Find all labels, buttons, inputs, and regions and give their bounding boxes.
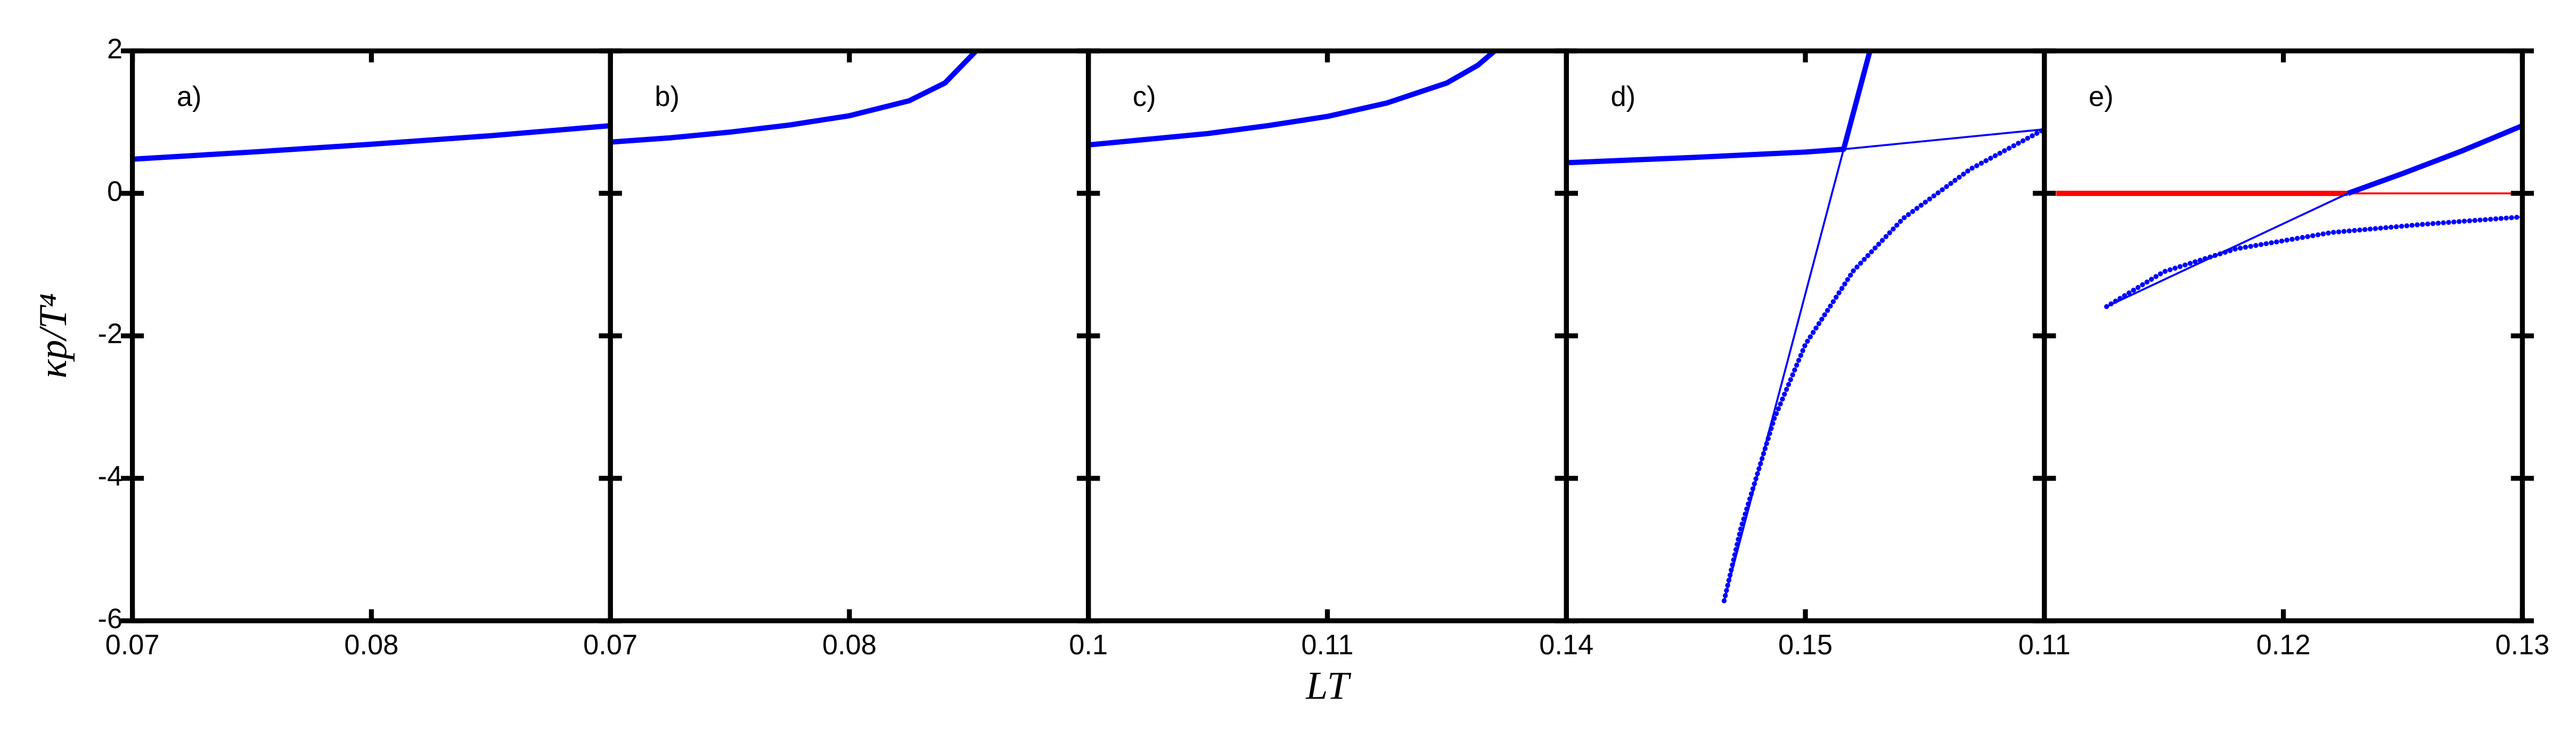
panel-label: a) bbox=[177, 82, 202, 112]
curve bbox=[2106, 192, 2349, 308]
x-axis-label: LT bbox=[1305, 664, 1352, 708]
panel-frame bbox=[129, 48, 613, 623]
panel-frame bbox=[2042, 48, 2525, 623]
x-tick-label: 0.15 bbox=[1778, 630, 1833, 661]
x-tick-label: 0.11 bbox=[1301, 630, 1353, 661]
x-tick-label: 0.12 bbox=[2256, 630, 2311, 661]
panel bbox=[610, 51, 978, 145]
panel-label: b) bbox=[655, 82, 680, 112]
panel-label: e) bbox=[2089, 82, 2114, 112]
curve bbox=[2104, 214, 2523, 310]
x-tick-label: 0.07 bbox=[105, 630, 160, 661]
panel-label: d) bbox=[1610, 82, 1635, 112]
panel-label: c) bbox=[1133, 82, 1156, 112]
panel bbox=[2056, 123, 2523, 310]
curve bbox=[2347, 123, 2523, 196]
y-tick-label: 0 bbox=[107, 176, 122, 207]
y-tick-label: 2 bbox=[107, 34, 122, 64]
curve bbox=[1721, 126, 2045, 604]
x-tick-label: 0.14 bbox=[1539, 630, 1593, 661]
x-tick-label: 0.07 bbox=[583, 630, 637, 661]
x-tick-label: 0.08 bbox=[344, 630, 398, 661]
curve bbox=[1566, 51, 1872, 166]
panel bbox=[1566, 51, 2045, 604]
y-tick-label: -2 bbox=[98, 319, 123, 350]
panel bbox=[132, 123, 611, 162]
curve bbox=[1723, 128, 2045, 602]
x-tick-label: 0.13 bbox=[2495, 630, 2549, 661]
y-tick-label: -4 bbox=[98, 461, 123, 492]
x-tick-label: 0.1 bbox=[1069, 630, 1108, 661]
curve bbox=[1088, 51, 1496, 148]
curve bbox=[610, 51, 978, 145]
panel bbox=[1088, 51, 1496, 148]
curve bbox=[132, 123, 611, 162]
y-axis-label: κp/T⁴ bbox=[31, 293, 75, 378]
x-tick-label: 0.08 bbox=[822, 630, 877, 661]
y-tick-label: -6 bbox=[98, 604, 123, 635]
x-tick-label: 0.11 bbox=[2018, 630, 2071, 661]
